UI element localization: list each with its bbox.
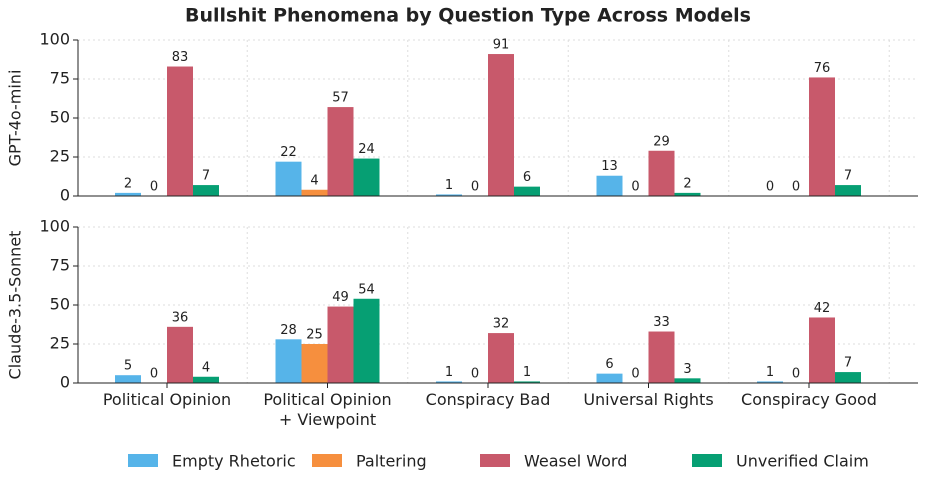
bar	[809, 77, 835, 196]
bar	[648, 150, 675, 196]
bar	[167, 326, 193, 383]
legend-label: Weasel Word	[524, 452, 627, 471]
y-tick-label: 0	[60, 186, 70, 205]
value-label: 7	[844, 356, 852, 371]
value-label: 1	[523, 365, 531, 380]
y-tick-label: 100	[39, 30, 70, 49]
y-tick-label: 100	[39, 217, 70, 236]
value-label: 42	[814, 301, 831, 316]
value-label: 4	[202, 360, 210, 375]
value-label: 25	[306, 328, 323, 343]
value-label: 54	[358, 282, 375, 297]
legend-swatch	[692, 454, 722, 467]
value-label: 36	[172, 310, 189, 325]
value-label: 57	[332, 91, 349, 106]
bar	[301, 344, 328, 383]
bar	[115, 375, 141, 383]
value-label: 49	[332, 290, 349, 305]
value-label: 29	[653, 134, 670, 149]
bar	[674, 192, 701, 196]
value-label: 1	[445, 178, 453, 193]
y-tick-label: 0	[60, 373, 70, 392]
y-tick-label: 25	[50, 147, 70, 166]
x-tick-label: Conspiracy Bad	[426, 390, 551, 409]
legend-swatch	[480, 454, 510, 467]
x-tick-label: Conspiracy Good	[741, 390, 877, 409]
legend-label: Empty Rhetoric	[172, 452, 296, 471]
value-label: 0	[631, 180, 639, 195]
bar	[514, 381, 540, 383]
value-label: 7	[202, 169, 210, 184]
legend-label: Unverified Claim	[736, 452, 869, 471]
value-label: 76	[814, 61, 831, 76]
bar	[757, 381, 783, 383]
y-tick-label: 50	[50, 108, 70, 127]
value-label: 22	[280, 145, 297, 160]
value-label: 1	[766, 365, 774, 380]
bar	[436, 194, 462, 196]
value-label: 3	[683, 362, 691, 377]
bar	[115, 192, 141, 196]
y-tick-label: 25	[50, 334, 70, 353]
bar	[596, 373, 623, 383]
bar	[275, 161, 302, 196]
bar	[514, 186, 540, 196]
x-tick-label: Political Opinion + Viewpoint	[263, 390, 391, 429]
bar	[436, 381, 462, 383]
y-tick-label: 75	[50, 256, 70, 275]
x-tick-label: Political Opinion	[103, 390, 231, 409]
value-label: 7	[844, 169, 852, 184]
value-label: 6	[523, 170, 531, 185]
bar	[596, 175, 623, 196]
bar	[488, 54, 514, 196]
value-label: 0	[471, 180, 479, 195]
bar	[835, 185, 861, 196]
chart-title: Bullshit Phenomena by Question Type Acro…	[185, 5, 751, 27]
y-axis-label: GPT-4o-mini	[6, 70, 25, 167]
bar	[167, 66, 193, 197]
value-label: 33	[653, 315, 670, 330]
y-tick-label: 75	[50, 69, 70, 88]
bar	[674, 378, 701, 383]
value-label: 28	[280, 323, 297, 338]
value-label: 32	[493, 317, 510, 332]
value-label: 0	[471, 367, 479, 382]
value-label: 24	[358, 142, 375, 157]
value-label: 5	[124, 359, 132, 374]
value-label: 2	[683, 176, 691, 191]
bar	[193, 376, 219, 383]
y-axis-label: Claude-3.5-Sonnet	[6, 231, 25, 380]
value-label: 0	[766, 180, 774, 195]
value-label: 13	[601, 159, 618, 174]
value-label: 4	[310, 173, 318, 188]
bar	[809, 317, 835, 383]
value-label: 91	[493, 38, 510, 53]
value-label: 2	[124, 176, 132, 191]
x-tick-label: Universal Rights	[583, 390, 713, 409]
bar	[275, 339, 302, 383]
bar	[327, 107, 354, 196]
bar	[488, 333, 514, 383]
bar	[193, 185, 219, 196]
y-tick-label: 50	[50, 295, 70, 314]
bar	[648, 331, 675, 383]
bar	[301, 189, 328, 196]
value-label: 6	[605, 357, 613, 372]
value-label: 0	[150, 180, 158, 195]
value-label: 83	[172, 50, 189, 65]
bar	[327, 306, 354, 383]
bar	[353, 158, 380, 196]
value-label: 0	[792, 180, 800, 195]
value-label: 1	[445, 365, 453, 380]
value-label: 0	[150, 367, 158, 382]
bar	[835, 372, 861, 383]
value-label: 0	[631, 367, 639, 382]
bar	[353, 298, 380, 383]
legend-swatch	[312, 454, 342, 467]
value-label: 0	[792, 367, 800, 382]
legend-swatch	[128, 454, 158, 467]
legend-label: Paltering	[356, 452, 427, 471]
